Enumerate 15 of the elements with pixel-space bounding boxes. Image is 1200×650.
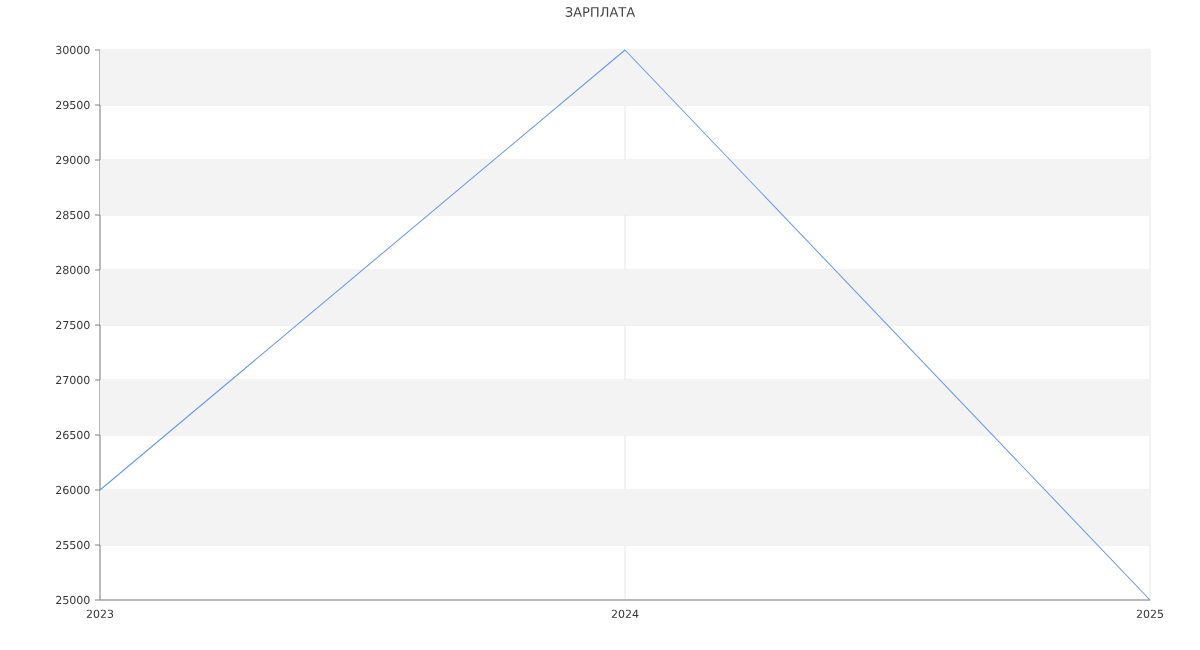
x-tick-label: 2024 <box>611 609 639 619</box>
y-tick-label: 30000 <box>56 45 90 55</box>
y-tick-label: 25500 <box>56 540 90 550</box>
y-tick-label: 29000 <box>56 155 90 165</box>
y-tick-label: 28500 <box>56 210 90 220</box>
chart-title: ЗАРПЛАТА <box>565 7 636 17</box>
x-tick-label: 2025 <box>1136 609 1164 619</box>
y-tick-label: 28000 <box>56 265 90 275</box>
y-tick-label: 26500 <box>56 430 90 440</box>
y-tick-label: 29500 <box>56 100 90 110</box>
y-tick-label: 25000 <box>56 595 90 605</box>
y-tick-label: 27000 <box>56 375 90 385</box>
x-tick-label: 2023 <box>86 609 114 619</box>
y-tick-label: 27500 <box>56 320 90 330</box>
y-tick-label: 26000 <box>56 485 90 495</box>
